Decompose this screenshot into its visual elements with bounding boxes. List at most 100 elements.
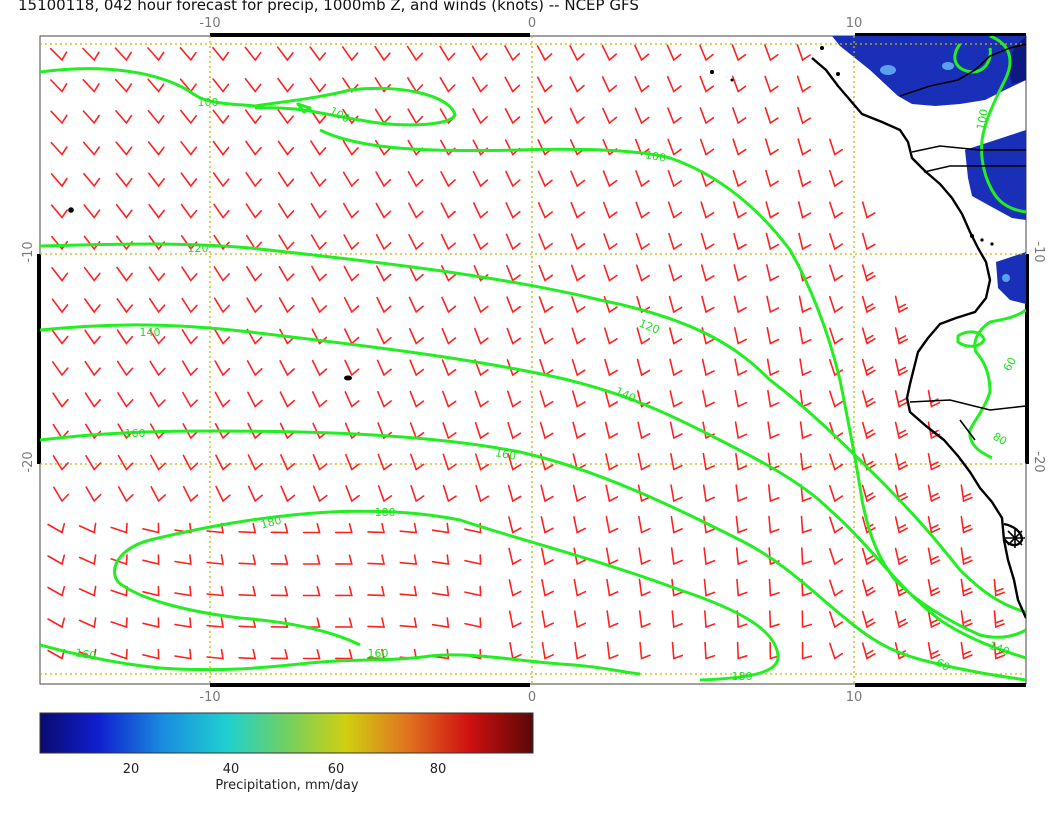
wind-barb (147, 109, 165, 125)
wind-barb (174, 617, 192, 628)
wind-barb (344, 391, 360, 408)
wind-barb (116, 360, 134, 377)
wind-barb (960, 578, 973, 597)
wind-barb (407, 108, 424, 125)
wind-barb (506, 327, 521, 345)
wind-barb (735, 547, 748, 566)
wind-barb (377, 390, 392, 408)
wind-barb (439, 45, 456, 62)
wind-barb (666, 44, 682, 62)
wind-barb (606, 578, 619, 597)
wind-barb (733, 295, 747, 314)
wind-barb (464, 617, 482, 629)
wind-barb (573, 547, 587, 566)
wind-barb (278, 234, 295, 251)
wind-barb (766, 327, 780, 345)
wind-barb (634, 107, 650, 125)
wind-barb (472, 139, 489, 156)
wind-barb (798, 232, 812, 251)
wind-barb (148, 203, 165, 219)
wind-barb (540, 484, 554, 503)
contour-label: 180 (375, 506, 396, 519)
contour-label: 100 (644, 148, 667, 164)
wind-barb (541, 641, 554, 660)
wind-barb (765, 169, 779, 188)
wind-barb (439, 76, 456, 93)
precip-colorbar (39, 712, 534, 754)
wind-barb (245, 172, 262, 188)
wind-barb (797, 106, 811, 125)
lat-tick-label: -20 (1031, 451, 1046, 472)
wind-barb (475, 484, 490, 503)
wind-barb (431, 522, 450, 534)
wind-barb (569, 44, 585, 62)
wind-barb (766, 295, 780, 314)
wind-barb (244, 78, 262, 93)
wind-barb (410, 485, 425, 503)
wind-barb (505, 202, 521, 219)
wind-barb (638, 610, 651, 629)
wind-barb (669, 421, 683, 440)
wind-barb (801, 547, 812, 566)
wind-barb (84, 298, 101, 314)
contour-label: 100 (198, 96, 219, 109)
wind-barb (569, 76, 585, 93)
wind-barb (312, 391, 328, 408)
wind-barb (409, 359, 425, 377)
wind-barb (309, 77, 327, 93)
wind-barb (442, 453, 457, 471)
wind-barb (278, 297, 295, 314)
wind-barb (861, 484, 876, 503)
wind-barb (345, 485, 360, 503)
wind-barb (800, 484, 812, 503)
wind-barb (993, 578, 1005, 597)
wind-barb (540, 516, 554, 534)
wind-barb (894, 547, 908, 566)
wind-barb (701, 358, 715, 377)
contour-label: 160 (494, 446, 517, 462)
wind-barb (638, 515, 651, 534)
wind-barb (894, 295, 908, 314)
wind-barb (345, 453, 360, 471)
wind-barb (302, 523, 321, 534)
wind-barb (829, 453, 844, 471)
colorbar-tick: 40 (223, 762, 240, 777)
wind-barb (408, 202, 424, 219)
wind-barb (506, 296, 521, 314)
lon-tick-label: 0 (528, 16, 536, 31)
wind-barb (310, 203, 327, 219)
wind-barb (537, 107, 553, 125)
wind-barb (927, 547, 941, 566)
wind-barb (800, 515, 812, 534)
wind-barb (735, 484, 748, 503)
wind-barb (148, 235, 166, 251)
wind-barb (147, 47, 165, 62)
wind-barb (212, 46, 229, 62)
wind-barb (473, 233, 489, 251)
wind-barb (78, 522, 97, 534)
wind-barb (668, 295, 683, 314)
wind-barb (507, 421, 522, 440)
wind-barb (214, 360, 231, 377)
wind-barb (343, 234, 360, 251)
wind-barb (399, 617, 418, 628)
wind-barb (538, 296, 554, 314)
wind-barb (180, 203, 198, 219)
wind-barb (472, 108, 488, 125)
wind-barb (700, 264, 715, 282)
wind-barb (343, 296, 360, 314)
lat-tick-label: -20 (21, 451, 36, 472)
wind-barb (180, 141, 198, 156)
wind-barb (927, 390, 941, 408)
wind-barb (206, 648, 224, 660)
wind-barb (894, 453, 908, 471)
wind-barb (311, 297, 327, 314)
wind-barb (335, 523, 353, 534)
wind-barb (50, 110, 68, 125)
wind-barb (278, 203, 295, 219)
wind-barb (736, 578, 748, 597)
wind-barb (700, 170, 715, 188)
wind-barb (50, 79, 68, 93)
wind-barb (670, 484, 683, 503)
wind-barb (408, 265, 424, 282)
